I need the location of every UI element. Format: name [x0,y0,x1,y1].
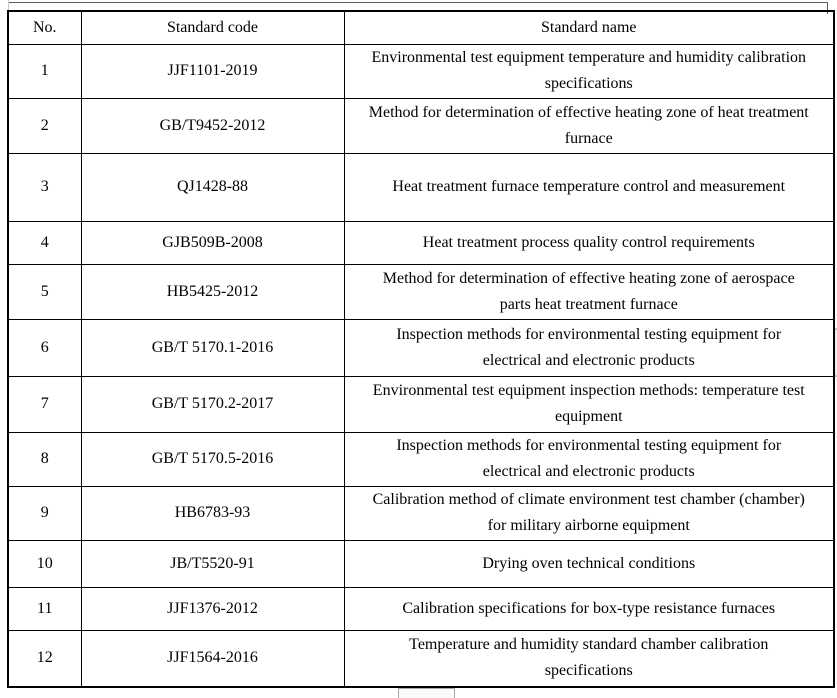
cropped-frame-left-tick [8,0,9,10]
cell-no: 12 [7,629,82,688]
table-header-row: No. Standard code Standard name [7,10,835,45]
table-row: 2 GB/T9452-2012 Method for determination… [7,97,835,154]
cell-no: 2 [7,97,82,154]
cell-no: 6 [7,318,82,377]
cell-name: Inspection methods for environmental tes… [343,318,835,377]
cropped-frame-edge [8,2,828,14]
cell-name: Heat treatment process quality control r… [343,220,835,265]
cell-no: 8 [7,431,82,487]
cell-code: JB/T5520-91 [80,539,345,588]
cell-code: GB/T 5170.5-2016 [80,431,345,487]
right-edge-fragment [835,328,837,377]
cell-no: 10 [7,539,82,588]
table-row: 6 GB/T 5170.1-2016 Inspection methods fo… [7,318,835,377]
table-row: 4 GJB509B-2008 Heat treatment process qu… [7,220,835,265]
cell-no: 9 [7,485,82,541]
table-row: 3 QJ1428-88 Heat treatment furnace tempe… [7,152,835,222]
cell-name: Environmental test equipment temperature… [343,43,835,99]
cell-name: Calibration method of climate environmen… [343,485,835,541]
cell-code: GB/T9452-2012 [80,97,345,154]
cell-no: 4 [7,220,82,265]
table-row: 8 GB/T 5170.5-2016 Inspection methods fo… [7,431,835,487]
table-row: 11 JJF1376-2012 Calibration specificatio… [7,586,835,631]
cell-code: HB6783-93 [80,485,345,541]
cell-code: GB/T 5170.1-2016 [80,318,345,377]
header-code: Standard code [80,10,345,45]
table-row: 1 JJF1101-2019 Environmental test equipm… [7,43,835,99]
table-row: 5 HB5425-2012 Method for determination o… [7,263,835,320]
cell-name: Calibration specifications for box-type … [343,586,835,631]
cell-no: 5 [7,263,82,320]
header-no: No. [7,10,82,45]
cell-code: GB/T 5170.2-2017 [80,375,345,433]
table-row: 9 HB6783-93 Calibration method of climat… [7,485,835,541]
table-row: 10 JB/T5520-91 Drying oven technical con… [7,539,835,588]
cell-code: JJF1376-2012 [80,586,345,631]
cell-no: 1 [7,43,82,99]
cell-code: GJB509B-2008 [80,220,345,265]
cropped-bottom-box [398,688,455,698]
cell-name: Inspection methods for environmental tes… [343,431,835,487]
cell-name: Environmental test equipment inspection … [343,375,835,433]
standards-table: No. Standard code Standard name 1 JJF110… [7,10,835,688]
table-row: 7 GB/T 5170.2-2017 Environmental test eq… [7,375,835,433]
cell-name: Method for determination of effective he… [343,97,835,154]
cell-no: 3 [7,152,82,222]
cell-name: Method for determination of effective he… [343,263,835,320]
cell-name: Heat treatment furnace temperature contr… [343,152,835,222]
cell-code: JJF1101-2019 [80,43,345,99]
cell-name: Temperature and humidity standard chambe… [343,629,835,688]
cell-code: QJ1428-88 [80,152,345,222]
cell-code: HB5425-2012 [80,263,345,320]
table-row: 12 JJF1564-2016 Temperature and humidity… [7,629,835,688]
cell-no: 7 [7,375,82,433]
cell-name: Drying oven technical conditions [343,539,835,588]
cell-code: JJF1564-2016 [80,629,345,688]
header-name: Standard name [343,10,835,45]
cell-no: 11 [7,586,82,631]
